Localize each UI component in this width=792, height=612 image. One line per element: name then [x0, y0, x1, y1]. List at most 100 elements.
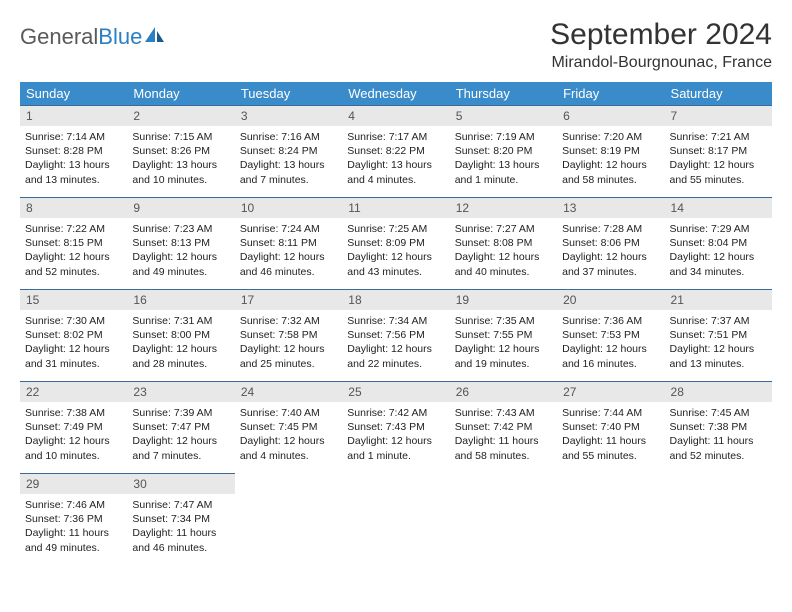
- calendar-cell: 9Sunrise: 7:23 AMSunset: 8:13 PMDaylight…: [127, 197, 234, 289]
- calendar-body: 1Sunrise: 7:14 AMSunset: 8:28 PMDaylight…: [20, 105, 772, 565]
- day-line: Daylight: 12 hours: [25, 342, 122, 356]
- day-content: Sunrise: 7:46 AMSunset: 7:36 PMDaylight:…: [20, 494, 127, 557]
- weekday-header: Sunday: [20, 82, 127, 105]
- day-line: Daylight: 13 hours: [347, 158, 444, 172]
- day-content: Sunrise: 7:35 AMSunset: 7:55 PMDaylight:…: [450, 310, 557, 373]
- calendar-cell: [342, 473, 449, 565]
- day-line: Daylight: 12 hours: [132, 434, 229, 448]
- calendar-cell: 15Sunrise: 7:30 AMSunset: 8:02 PMDayligh…: [20, 289, 127, 381]
- day-number: 16: [127, 289, 234, 310]
- day-line: Sunrise: 7:37 AM: [670, 314, 767, 328]
- calendar-cell: 27Sunrise: 7:44 AMSunset: 7:40 PMDayligh…: [557, 381, 664, 473]
- day-line: Sunset: 8:19 PM: [562, 144, 659, 158]
- day-line: Daylight: 12 hours: [670, 342, 767, 356]
- calendar-cell: 2Sunrise: 7:15 AMSunset: 8:26 PMDaylight…: [127, 105, 234, 197]
- day-number: 3: [235, 105, 342, 126]
- day-line: Sunrise: 7:32 AM: [240, 314, 337, 328]
- day-line: Sunrise: 7:28 AM: [562, 222, 659, 236]
- logo: GeneralBlue: [20, 24, 166, 50]
- day-line: and 16 minutes.: [562, 357, 659, 371]
- day-content: Sunrise: 7:22 AMSunset: 8:15 PMDaylight:…: [20, 218, 127, 281]
- day-content: Sunrise: 7:37 AMSunset: 7:51 PMDaylight:…: [665, 310, 772, 373]
- day-content: Sunrise: 7:36 AMSunset: 7:53 PMDaylight:…: [557, 310, 664, 373]
- calendar-cell: 23Sunrise: 7:39 AMSunset: 7:47 PMDayligh…: [127, 381, 234, 473]
- day-line: Daylight: 12 hours: [25, 434, 122, 448]
- day-line: and 4 minutes.: [347, 173, 444, 187]
- day-line: Sunset: 7:43 PM: [347, 420, 444, 434]
- day-line: and 43 minutes.: [347, 265, 444, 279]
- day-line: Sunrise: 7:22 AM: [25, 222, 122, 236]
- day-line: Sunset: 8:08 PM: [455, 236, 552, 250]
- calendar-cell: 16Sunrise: 7:31 AMSunset: 8:00 PMDayligh…: [127, 289, 234, 381]
- day-content: Sunrise: 7:34 AMSunset: 7:56 PMDaylight:…: [342, 310, 449, 373]
- day-line: Daylight: 12 hours: [455, 342, 552, 356]
- day-line: Sunset: 8:13 PM: [132, 236, 229, 250]
- weekday-header-row: SundayMondayTuesdayWednesdayThursdayFrid…: [20, 82, 772, 105]
- day-content: Sunrise: 7:27 AMSunset: 8:08 PMDaylight:…: [450, 218, 557, 281]
- calendar-cell: 24Sunrise: 7:40 AMSunset: 7:45 PMDayligh…: [235, 381, 342, 473]
- day-line: Sunrise: 7:30 AM: [25, 314, 122, 328]
- day-line: Sunrise: 7:47 AM: [132, 498, 229, 512]
- day-line: Sunset: 7:36 PM: [25, 512, 122, 526]
- calendar-cell: 4Sunrise: 7:17 AMSunset: 8:22 PMDaylight…: [342, 105, 449, 197]
- day-line: Daylight: 12 hours: [670, 250, 767, 264]
- day-line: Daylight: 12 hours: [562, 342, 659, 356]
- day-line: Sunrise: 7:46 AM: [25, 498, 122, 512]
- day-line: Sunrise: 7:16 AM: [240, 130, 337, 144]
- day-line: and 55 minutes.: [670, 173, 767, 187]
- day-line: Sunrise: 7:45 AM: [670, 406, 767, 420]
- day-line: Daylight: 12 hours: [132, 250, 229, 264]
- day-line: and 10 minutes.: [132, 173, 229, 187]
- calendar-cell: 1Sunrise: 7:14 AMSunset: 8:28 PMDaylight…: [20, 105, 127, 197]
- day-line: Sunset: 8:02 PM: [25, 328, 122, 342]
- day-content: Sunrise: 7:15 AMSunset: 8:26 PMDaylight:…: [127, 126, 234, 189]
- calendar-cell: [665, 473, 772, 565]
- calendar-cell: 26Sunrise: 7:43 AMSunset: 7:42 PMDayligh…: [450, 381, 557, 473]
- day-line: Sunrise: 7:38 AM: [25, 406, 122, 420]
- day-line: Sunrise: 7:43 AM: [455, 406, 552, 420]
- day-line: Sunset: 8:22 PM: [347, 144, 444, 158]
- day-line: Sunrise: 7:25 AM: [347, 222, 444, 236]
- title-block: September 2024 Mirandol-Bourgnounac, Fra…: [550, 18, 772, 72]
- day-line: Sunrise: 7:42 AM: [347, 406, 444, 420]
- logo-text-general: General: [20, 24, 98, 50]
- day-number: 13: [557, 197, 664, 218]
- day-number: 10: [235, 197, 342, 218]
- day-content: Sunrise: 7:42 AMSunset: 7:43 PMDaylight:…: [342, 402, 449, 465]
- day-content: Sunrise: 7:47 AMSunset: 7:34 PMDaylight:…: [127, 494, 234, 557]
- calendar-row: 1Sunrise: 7:14 AMSunset: 8:28 PMDaylight…: [20, 105, 772, 197]
- day-number: 4: [342, 105, 449, 126]
- day-line: Sunset: 7:49 PM: [25, 420, 122, 434]
- day-number: 8: [20, 197, 127, 218]
- day-number: 23: [127, 381, 234, 402]
- day-content: Sunrise: 7:28 AMSunset: 8:06 PMDaylight:…: [557, 218, 664, 281]
- day-line: and 52 minutes.: [25, 265, 122, 279]
- calendar-table: SundayMondayTuesdayWednesdayThursdayFrid…: [20, 82, 772, 565]
- day-line: and 10 minutes.: [25, 449, 122, 463]
- day-content: Sunrise: 7:43 AMSunset: 7:42 PMDaylight:…: [450, 402, 557, 465]
- calendar-cell: [235, 473, 342, 565]
- day-content: Sunrise: 7:14 AMSunset: 8:28 PMDaylight:…: [20, 126, 127, 189]
- day-content: Sunrise: 7:32 AMSunset: 7:58 PMDaylight:…: [235, 310, 342, 373]
- day-number: 24: [235, 381, 342, 402]
- day-content: Sunrise: 7:17 AMSunset: 8:22 PMDaylight:…: [342, 126, 449, 189]
- day-line: and 13 minutes.: [670, 357, 767, 371]
- day-line: Daylight: 12 hours: [670, 158, 767, 172]
- day-line: Daylight: 12 hours: [240, 434, 337, 448]
- day-number: 20: [557, 289, 664, 310]
- day-line: Sunset: 7:58 PM: [240, 328, 337, 342]
- day-line: Sunrise: 7:36 AM: [562, 314, 659, 328]
- day-line: and 25 minutes.: [240, 357, 337, 371]
- calendar-cell: 8Sunrise: 7:22 AMSunset: 8:15 PMDaylight…: [20, 197, 127, 289]
- calendar-cell: 14Sunrise: 7:29 AMSunset: 8:04 PMDayligh…: [665, 197, 772, 289]
- day-line: Sunrise: 7:24 AM: [240, 222, 337, 236]
- day-number: 26: [450, 381, 557, 402]
- day-line: Sunset: 8:17 PM: [670, 144, 767, 158]
- calendar-cell: 10Sunrise: 7:24 AMSunset: 8:11 PMDayligh…: [235, 197, 342, 289]
- day-line: and 46 minutes.: [132, 541, 229, 555]
- day-line: Sunrise: 7:15 AM: [132, 130, 229, 144]
- day-line: Daylight: 12 hours: [132, 342, 229, 356]
- weekday-header: Monday: [127, 82, 234, 105]
- calendar-cell: 5Sunrise: 7:19 AMSunset: 8:20 PMDaylight…: [450, 105, 557, 197]
- day-line: Daylight: 13 hours: [132, 158, 229, 172]
